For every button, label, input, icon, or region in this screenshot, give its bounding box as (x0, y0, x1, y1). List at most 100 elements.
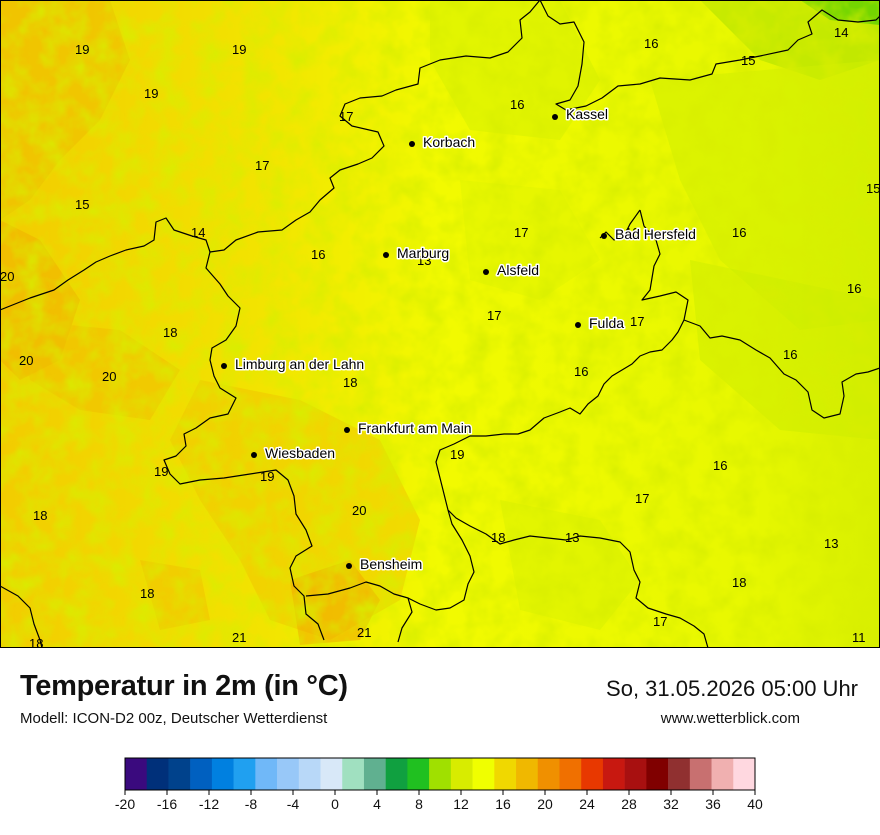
legend-frame (124, 757, 756, 791)
temp-label: 15 (741, 53, 755, 68)
legend-color-box (689, 758, 712, 790)
legend-color-box (646, 758, 669, 790)
legend-tick-label: -8 (245, 796, 258, 812)
city-label-kassel: Kassel (566, 106, 608, 122)
city-label-alsfeld: Alsfeld (497, 262, 539, 278)
legend-color-box (255, 758, 278, 790)
temp-label: 16 (732, 225, 746, 240)
legend-tick-label: 24 (579, 796, 595, 812)
city-dot (483, 269, 489, 275)
legend-tick-label: 8 (415, 796, 423, 812)
legend-color-boxes (124, 757, 756, 791)
city-dot (346, 563, 352, 569)
legend-color-box (125, 758, 148, 790)
temp-label: 19 (75, 42, 89, 57)
temp-label: 14 (834, 25, 848, 40)
legend-color-box (211, 758, 234, 790)
color-legend: -20 -16 -12 -8 -4 0 4 8 12 16 20 24 28 32 36 40 (0, 750, 880, 830)
forecast-datetime: So, 31.05.2026 05:00 Uhr (606, 676, 858, 701)
legend-tick-label: 40 (747, 796, 763, 812)
legend-color-box (602, 758, 625, 790)
city-dot (344, 427, 350, 433)
temp-label: 17 (339, 109, 353, 124)
legend-svg: -20 -16 -12 -8 -4 0 4 8 12 16 20 24 28 32 36 40 (115, 757, 763, 812)
legend-color-box (516, 758, 539, 790)
temp-label: 17 (630, 314, 644, 329)
temp-label: 16 (644, 36, 658, 51)
city-label-frankfurt: Frankfurt am Main (358, 420, 472, 436)
legend-tick-labels: -20 -16 -12 -8 -4 0 4 8 12 16 20 24 28 32 36 40 (115, 790, 763, 812)
legend-tick-label: 36 (705, 796, 721, 812)
temp-label: 16 (574, 364, 588, 379)
legend-tick-label: -12 (199, 796, 219, 812)
legend-tick-label: 12 (453, 796, 469, 812)
temp-label: 18 (33, 508, 47, 523)
legend-tick-label: 4 (373, 796, 381, 812)
temp-label: 16 (311, 247, 325, 262)
legend-color-box (624, 758, 647, 790)
city-dot (221, 363, 227, 369)
city-dot (552, 114, 558, 120)
temp-label: 16 (510, 97, 524, 112)
city-dot (601, 233, 607, 239)
temp-label: 18 (29, 636, 43, 648)
temp-label: 18 (343, 375, 357, 390)
temp-label: 17 (487, 308, 501, 323)
legend-tick-label: -20 (115, 796, 135, 812)
temp-label: 15 (866, 181, 880, 196)
temp-label: 13 (417, 253, 431, 268)
legend-tick-label: 32 (663, 796, 679, 812)
temp-label: 20 (352, 503, 366, 518)
legend-color-box (429, 758, 452, 790)
legend-tick-label: 0 (331, 796, 339, 812)
state-borders (0, 0, 880, 648)
legend-color-box (559, 758, 582, 790)
city-label-bad-hersfeld: Bad Hersfeld (615, 226, 696, 242)
legend-color-box (190, 758, 213, 790)
temp-label: 16 (783, 347, 797, 362)
legend-color-box (363, 758, 386, 790)
legend-tick-label: -16 (157, 796, 177, 812)
city-label-marburg: Marburg (397, 245, 449, 261)
temp-label: 14 (191, 225, 205, 240)
legend-color-box (537, 758, 560, 790)
legend-tick-label: -4 (287, 796, 300, 812)
temp-label: 19 (144, 86, 158, 101)
legend-color-box (146, 758, 169, 790)
city-dot (383, 252, 389, 258)
legend-tick-label: 28 (621, 796, 637, 812)
city-dot (409, 141, 415, 147)
legend-color-box (668, 758, 691, 790)
model-info: Modell: ICON-D2 00z, Deutscher Wetterdie… (20, 710, 328, 727)
temp-label: 17 (653, 614, 667, 629)
temp-label: 20 (19, 353, 33, 368)
legend-color-box (277, 758, 300, 790)
legend-color-box (581, 758, 604, 790)
temp-label: 16 (847, 281, 861, 296)
temp-label: 18 (163, 325, 177, 340)
website-link[interactable]: www.wetterblick.com (660, 710, 800, 727)
temp-label: 21 (232, 630, 246, 645)
city-label-limburg: Limburg an der Lahn (235, 356, 364, 372)
temp-label: 13 (565, 530, 579, 545)
temp-label: 17 (514, 225, 528, 240)
texture (0, 0, 880, 648)
temp-label: 11 (852, 630, 866, 645)
legend-color-box (385, 758, 408, 790)
legend-color-box (494, 758, 517, 790)
temp-label: 15 (75, 197, 89, 212)
legend-color-box (407, 758, 430, 790)
city-dot (575, 322, 581, 328)
map-canvas: 19 19 19 16 14 15 16 17 17 15 15 14 16 1… (0, 0, 880, 648)
city-dot (251, 452, 257, 458)
temp-label: 20 (0, 269, 14, 284)
temperature-map: 19 19 19 16 14 15 16 17 17 15 15 14 16 1… (0, 0, 880, 648)
city-label-fulda: Fulda (589, 315, 624, 331)
temp-label: 18 (732, 575, 746, 590)
temp-label: 20 (102, 369, 116, 384)
legend-color-box (298, 758, 321, 790)
city-label-korbach: Korbach (423, 134, 475, 150)
temp-label: 18 (491, 530, 505, 545)
temp-label: 19 (450, 447, 464, 462)
city-markers: Kassel Korbach Bad Hersfeld Marburg Alsf… (221, 105, 697, 574)
